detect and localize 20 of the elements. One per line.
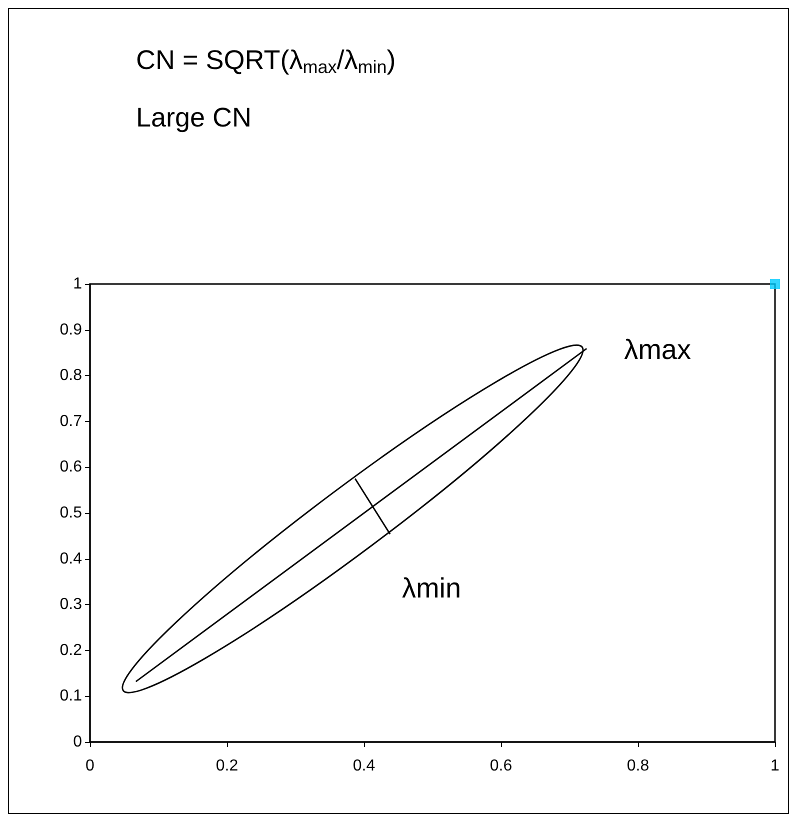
x-tick-label: 0.8 <box>626 758 650 774</box>
x-tick-label: 1 <box>770 758 780 774</box>
y-tick-label: 0.2 <box>60 642 82 659</box>
y-tick-label: 1 <box>73 276 82 292</box>
y-tick-label: 0.8 <box>60 367 82 384</box>
x-tick-label: 0 <box>86 758 95 774</box>
y-tick-label: 0.3 <box>60 596 82 614</box>
x-tick-label: 0.4 <box>352 758 376 774</box>
y-tick-label: 0 <box>73 734 82 750</box>
y-tick-label: 0.1 <box>60 688 82 705</box>
annotation: λmin <box>402 572 462 604</box>
annotation: λmax <box>624 334 692 366</box>
y-tick-label: 0.4 <box>60 550 82 568</box>
chart-subtitle: Large CN <box>136 102 252 132</box>
y-tick-label: 0.7 <box>60 412 82 430</box>
y-tick-label: 0.5 <box>60 504 82 522</box>
y-tick-label: 0.9 <box>60 321 82 338</box>
x-tick-label: 0.2 <box>216 758 238 774</box>
x-tick-label: 0.6 <box>490 758 512 774</box>
y-tick-label: 0.6 <box>60 458 82 476</box>
